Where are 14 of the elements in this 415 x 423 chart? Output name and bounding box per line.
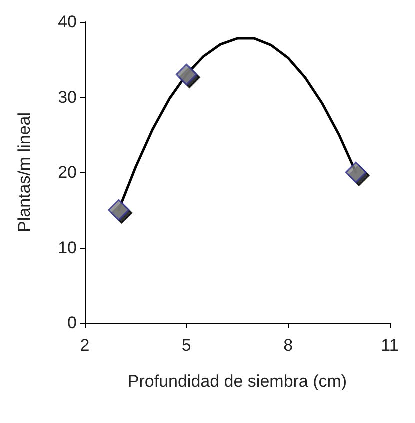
x-tick-label: 5	[182, 336, 192, 355]
x-tick-label: 11	[381, 336, 399, 355]
point	[108, 199, 130, 221]
x-tick-label: 8	[284, 336, 294, 355]
x-axis-title: Profundidad de siembra (cm)	[128, 372, 348, 391]
point	[345, 162, 367, 184]
y-tick-label: 30	[58, 88, 77, 107]
x-tick-label: 2	[80, 336, 90, 355]
y-axis-title: Plantas/m lineal	[15, 112, 34, 233]
y-tick-label: 0	[68, 314, 77, 332]
y-tick-label: 10	[58, 238, 77, 258]
point	[176, 64, 198, 86]
y-tick-label: 40	[58, 12, 77, 32]
y-tick-label: 20	[58, 163, 77, 182]
